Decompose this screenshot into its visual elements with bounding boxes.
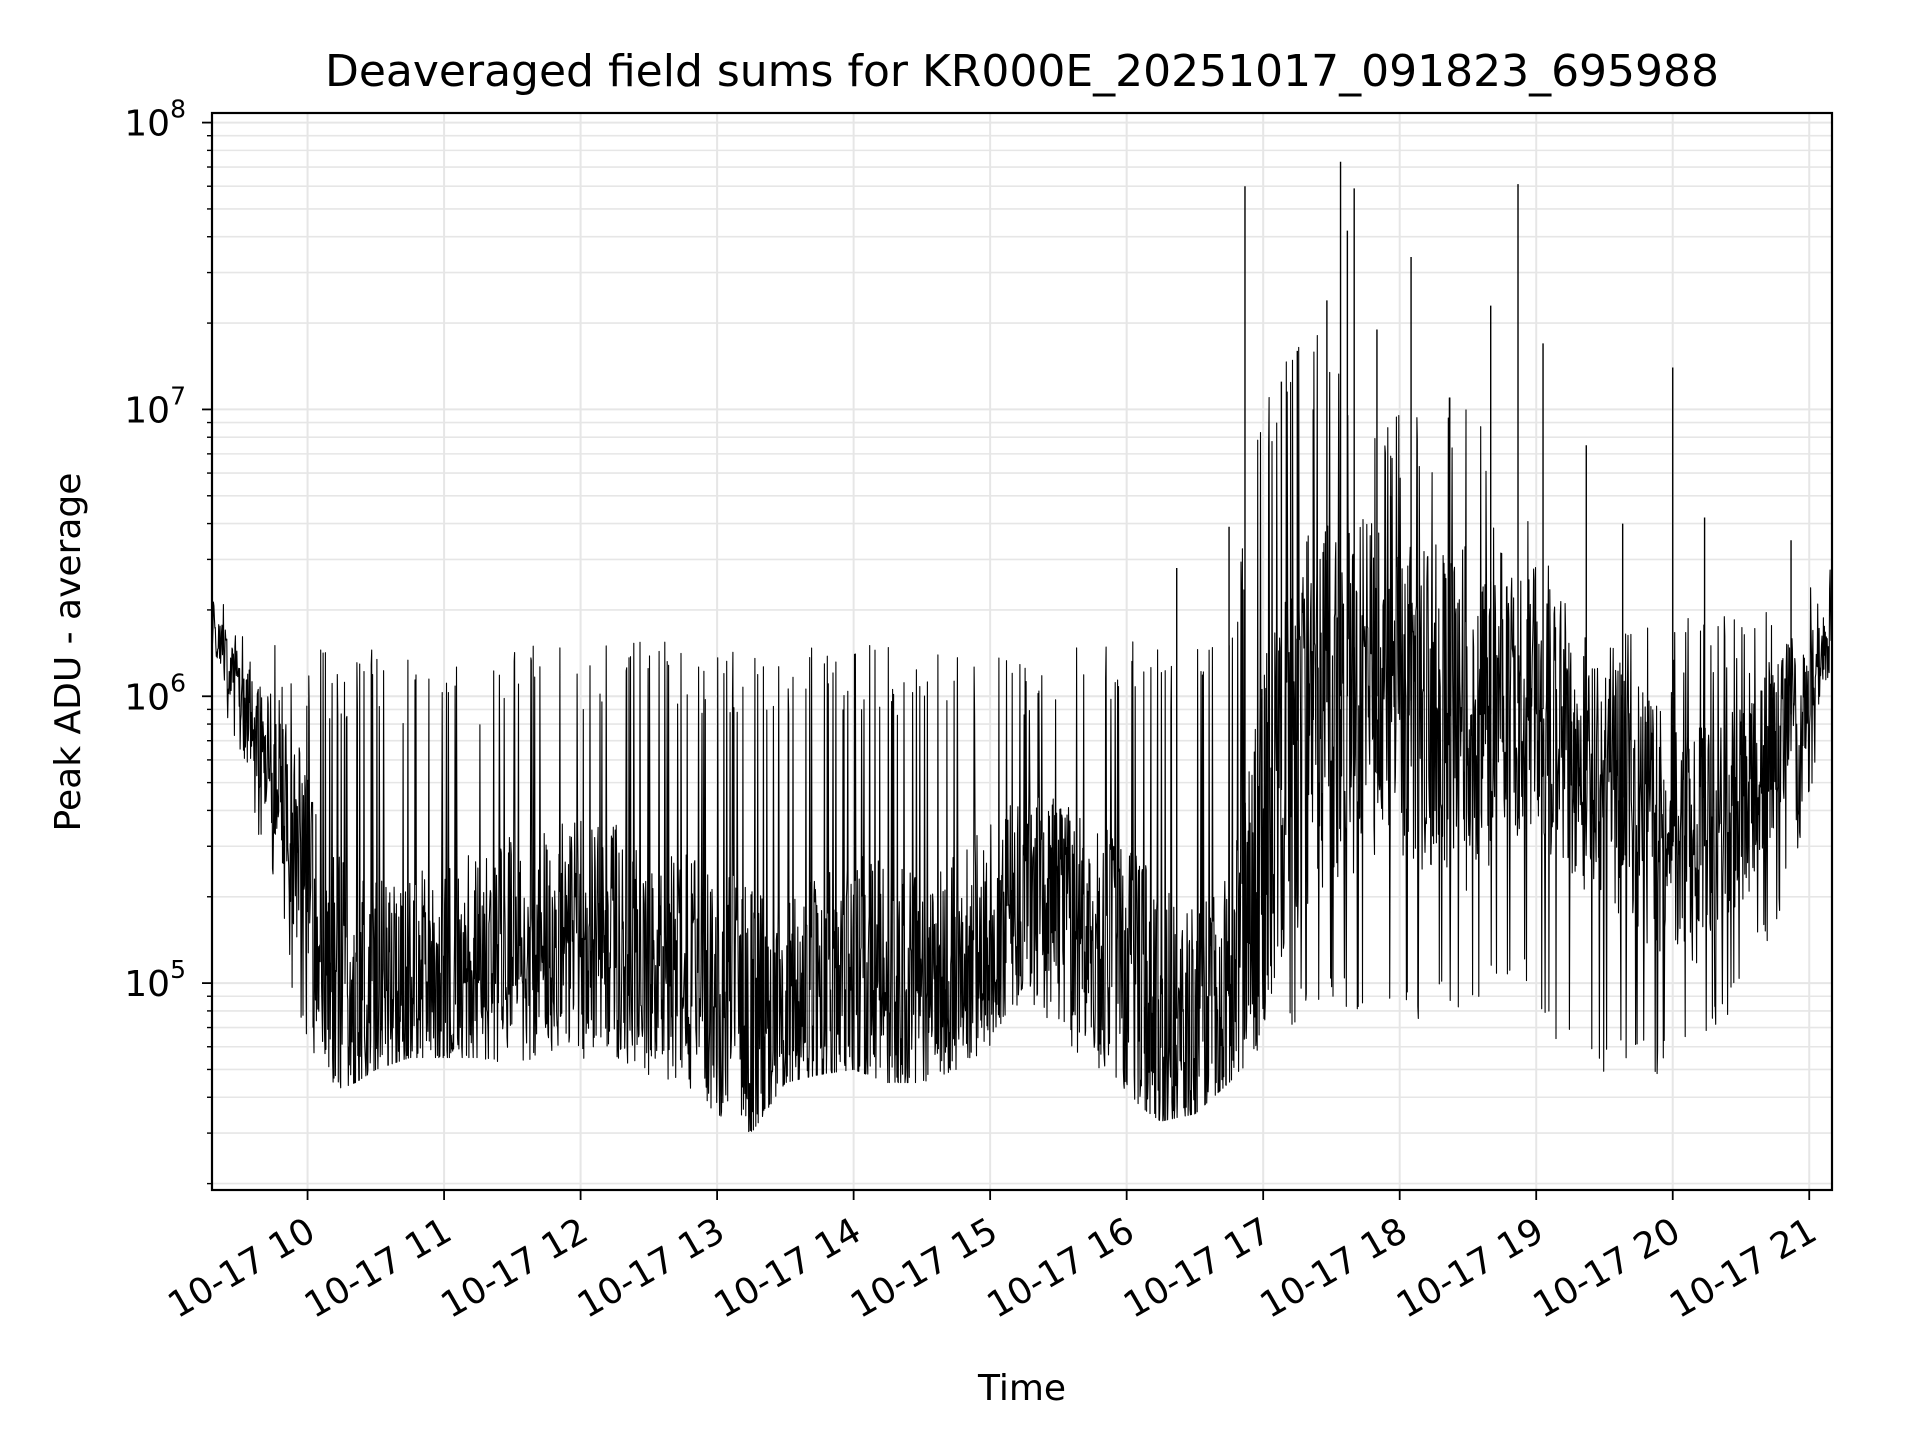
y-tick-label: 108 (124, 95, 186, 145)
y-tick-label: 107 (124, 381, 186, 431)
y-axis-label: Peak ADU - average (48, 473, 89, 832)
y-tick-label: 105 (124, 955, 186, 1005)
series-line (211, 334, 1833, 1133)
x-axis-label: Time (977, 1368, 1066, 1409)
y-tick-label: 106 (124, 668, 186, 718)
axes-frame (210, 111, 1834, 1192)
chart-title: Deaveraged field sums for KR000E_2025101… (325, 46, 1719, 97)
grid-lines (212, 113, 1832, 1190)
plot-area (211, 161, 1833, 1133)
